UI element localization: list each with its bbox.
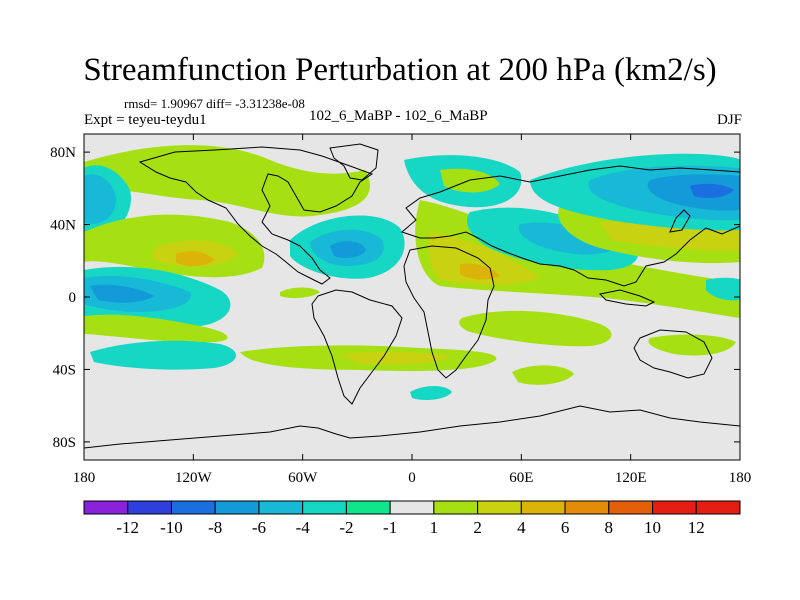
colorbar-swatch: [302, 500, 347, 515]
colorbar-swatch: [258, 500, 304, 515]
contour-band: [648, 334, 736, 356]
contour-band: [518, 222, 616, 255]
coastline-indonesia: [598, 289, 656, 307]
colorbar-swatch: [170, 500, 216, 515]
contour-band: [512, 365, 574, 385]
chart-title: Streamfunction Perturbation at 200 hPa (…: [83, 52, 717, 88]
contour-band: [459, 310, 612, 347]
colorbar-label: 2: [473, 518, 482, 537]
colorbar-label: -4: [296, 518, 311, 537]
colorbar-swatch: [214, 500, 260, 515]
contour-band: [440, 168, 500, 193]
case-label: 102_6_MaBP - 102_6_MaBP: [309, 108, 488, 124]
x-tick-label: 180: [729, 470, 752, 486]
coastline-antarctica: [84, 405, 740, 449]
contour-band: [340, 351, 450, 365]
x-tick-label: 180: [73, 470, 96, 486]
colorbar-label: 1: [430, 518, 439, 537]
colorbar-swatch: [389, 500, 435, 515]
colorbar-label: -2: [339, 518, 353, 537]
colorbar-swatch: [127, 500, 172, 515]
coastline-north-america: [138, 146, 374, 285]
rmsd-stats: rmsd= 1.90967 diff= -3.31238e-08: [124, 96, 305, 111]
x-tick-label: 0: [408, 470, 416, 486]
y-tick-label: 40N: [50, 218, 76, 234]
colorbar: -12 -10 -8 -6 -4 -2 -1 1 2 4 6 8 10 12: [83, 500, 741, 537]
contour-band: [410, 386, 452, 400]
coastline-south-america: [311, 289, 403, 405]
contour-band: [280, 287, 320, 299]
coastline-australia: [633, 329, 713, 379]
coastline-eurasia: [401, 165, 740, 287]
colorbar-label: 6: [561, 518, 570, 537]
season-label: DJF: [716, 112, 742, 128]
contour-band: [84, 174, 117, 224]
x-tick-label: 120E: [615, 470, 647, 486]
y-tick-label: 40S: [53, 362, 76, 378]
colorbar-swatch: [652, 500, 697, 515]
contour-band: [90, 340, 236, 370]
y-tick-label: 80S: [53, 435, 76, 451]
colorbar-label: 4: [517, 518, 526, 537]
contour-band: [84, 314, 228, 343]
contour-band: [176, 251, 214, 267]
colorbar-label: 8: [605, 518, 614, 537]
colorbar-swatch: [345, 500, 391, 515]
contour-band: [706, 277, 740, 301]
colorbar-swatch: [477, 500, 522, 515]
coastline-japan: [669, 209, 691, 233]
colorbar-label: -8: [208, 518, 222, 537]
colorbar-swatch: [695, 500, 741, 515]
x-axis: 180 120W 60W 0 60E 120E 180: [73, 134, 752, 486]
contour-band: [84, 145, 370, 217]
x-tick-label: 60E: [509, 470, 533, 486]
contour-band: [690, 183, 734, 198]
y-tick-label: 80N: [50, 145, 76, 161]
colorbar-label: 12: [688, 518, 705, 537]
y-axis: 80N 40N 0 40S 80S: [50, 145, 740, 451]
experiment-label: Expt = teyeu-teydu1: [84, 112, 207, 128]
colorbar-swatch: [83, 500, 129, 515]
colorbar-label: -10: [160, 518, 183, 537]
colorbar-swatch: [564, 500, 610, 515]
y-tick-label: 0: [69, 290, 77, 306]
contour-band: [428, 232, 540, 285]
coastline-africa: [403, 245, 495, 379]
coastlines: [84, 143, 740, 449]
contour-band: [460, 263, 500, 280]
contour-band: [90, 284, 154, 303]
contour-fills: [84, 145, 740, 400]
colorbar-label: 10: [644, 518, 661, 537]
colorbar-swatch: [520, 500, 566, 515]
contour-band: [330, 241, 366, 258]
colorbar-label: -1: [383, 518, 397, 537]
colorbar-label: -6: [252, 518, 266, 537]
coastline-greenland: [329, 143, 379, 181]
x-tick-label: 60W: [288, 470, 318, 486]
x-tick-label: 120W: [175, 470, 213, 486]
colorbar-swatch: [608, 500, 654, 515]
colorbar-swatch: [433, 500, 479, 515]
colorbar-label: -12: [116, 518, 139, 537]
